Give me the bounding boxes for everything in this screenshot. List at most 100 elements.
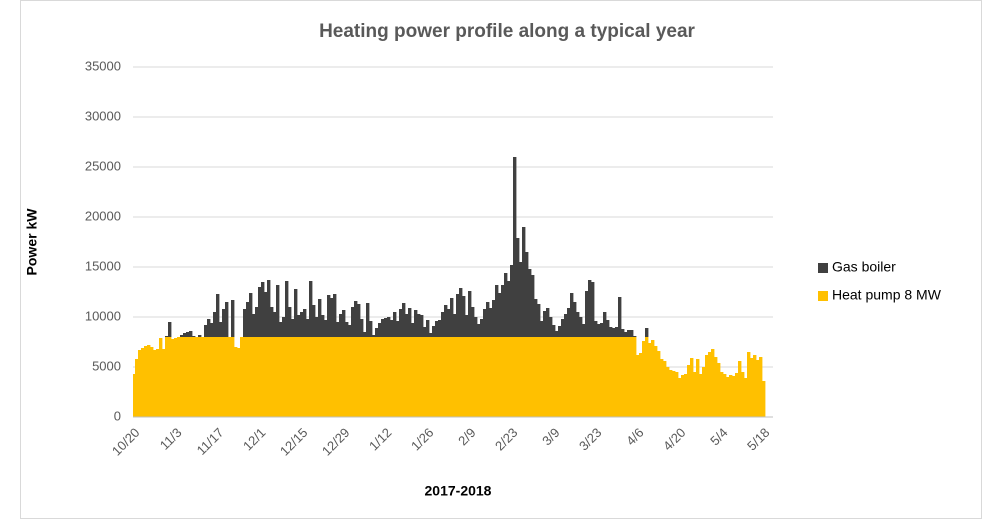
bar-segment <box>357 304 361 337</box>
bar-segment <box>582 324 586 337</box>
bar-segment <box>381 319 385 337</box>
bar-segment <box>672 371 676 417</box>
bar-segment <box>471 307 475 337</box>
bar-segment <box>213 312 217 337</box>
bar-segment <box>720 372 724 417</box>
bar-segment <box>279 337 283 417</box>
bar-segment <box>534 337 538 417</box>
bar-segment <box>294 337 298 417</box>
bar-segment <box>474 337 478 417</box>
bar-segment <box>543 311 547 337</box>
bar-segment <box>645 337 649 417</box>
bar-segment <box>663 361 667 417</box>
bar-segment <box>276 285 280 337</box>
bar-segment <box>567 308 571 337</box>
bar-segment <box>354 301 358 337</box>
bar-segment <box>477 324 481 337</box>
bar-segment <box>315 337 319 417</box>
bar-segment <box>732 376 736 417</box>
bar-segment <box>201 337 205 417</box>
bar-segment <box>309 337 313 417</box>
bar-segment <box>192 337 196 417</box>
bar-segment <box>399 337 403 417</box>
bar-segment <box>399 309 403 337</box>
bar-segment <box>465 337 469 417</box>
bar-segment <box>612 337 616 417</box>
bar-segment <box>573 337 577 417</box>
bar-segment <box>498 293 502 337</box>
bar-segment <box>387 337 391 417</box>
bar-segment <box>444 337 448 417</box>
bar-segment <box>378 323 382 337</box>
bar-segment <box>744 378 748 417</box>
y-tick-label: 20000 <box>85 208 121 223</box>
bar-segment <box>207 337 211 417</box>
bar-segment <box>288 307 292 337</box>
bar-segment <box>213 337 217 417</box>
bar-segment <box>540 321 544 337</box>
bar-segment <box>387 317 391 337</box>
bar-segment <box>333 337 337 417</box>
bar-segment <box>264 337 268 417</box>
bar-segment <box>261 282 265 337</box>
bar-segment <box>306 319 310 337</box>
bar-segment <box>384 318 388 337</box>
bar-segment <box>348 325 352 337</box>
bar-segment <box>426 337 430 417</box>
bar-segment <box>342 337 346 417</box>
bar-segment <box>417 314 421 337</box>
bar-segment <box>288 337 292 417</box>
bar-segment <box>429 337 433 417</box>
bar-segment <box>519 262 523 337</box>
bar-segment <box>633 337 637 417</box>
bar-segment <box>687 365 691 417</box>
bar-segment <box>234 347 238 417</box>
bar-segment <box>501 337 505 417</box>
bar-segment <box>669 370 673 417</box>
bar-segment <box>723 374 727 417</box>
bar-segment <box>522 227 526 337</box>
bar-segment <box>411 323 415 337</box>
bar-segment <box>222 337 226 417</box>
bar-segment <box>318 299 322 337</box>
bar-segment <box>294 289 298 337</box>
bar-segment <box>555 337 559 417</box>
bar-segment <box>327 295 331 337</box>
bar-segment <box>369 321 373 337</box>
bar-segment <box>429 333 433 337</box>
bar-segment <box>462 296 466 337</box>
bar-segment <box>633 336 637 337</box>
bar-segment <box>348 337 352 417</box>
bar-segment <box>711 349 715 417</box>
bar-segment <box>345 322 349 337</box>
bar-segment <box>195 337 199 417</box>
bar-segment <box>465 315 469 337</box>
bar-segment <box>555 331 559 337</box>
bar-segment <box>366 337 370 417</box>
bar-segment <box>297 315 301 337</box>
bar-segment <box>453 314 457 337</box>
bar-segment <box>699 374 703 417</box>
bar-segment <box>516 337 520 417</box>
bar-segment <box>246 302 250 337</box>
bar-segment <box>363 337 367 417</box>
bar-segment <box>228 337 232 417</box>
bar-segment <box>444 305 448 337</box>
bar-segment <box>354 337 358 417</box>
bar-segment <box>372 335 376 337</box>
bar-segment <box>489 308 493 337</box>
bar-segment <box>219 337 223 417</box>
bar-segment <box>510 265 514 337</box>
bar-segment <box>297 337 301 417</box>
bar-segment <box>423 337 427 417</box>
bar-segment <box>561 337 565 417</box>
bar-segment <box>408 308 412 337</box>
bar-segment <box>510 337 514 417</box>
chart-title: Heating power profile along a typical ye… <box>319 21 695 42</box>
bar-segment <box>579 317 583 337</box>
bar-segment <box>582 337 586 417</box>
bar-segment <box>321 315 325 337</box>
bar-segment <box>594 321 598 337</box>
bar-segment <box>456 294 460 337</box>
bar-segment <box>162 349 166 417</box>
